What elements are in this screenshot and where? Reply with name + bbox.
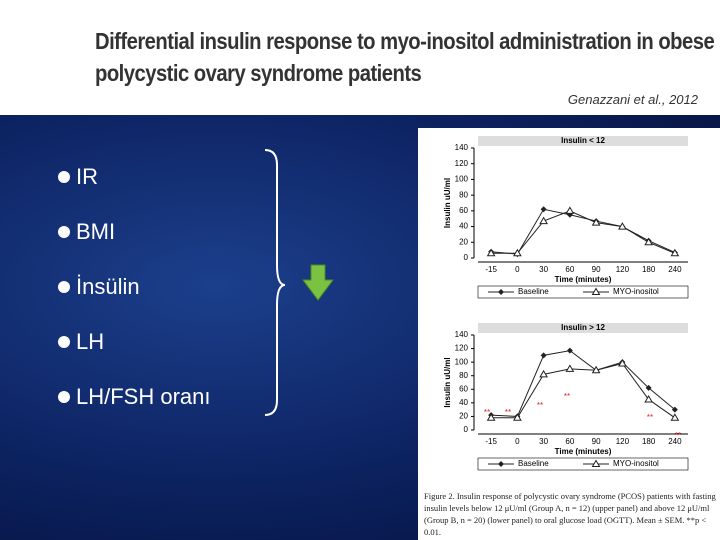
chart-title: Insulin < 12 bbox=[561, 136, 605, 145]
legend-box bbox=[477, 285, 689, 299]
x-tick-label: 240 bbox=[668, 265, 682, 274]
x-tick-label: 30 bbox=[539, 265, 548, 274]
figure-caption: Figure 2. Insulin response of polycystic… bbox=[424, 491, 716, 537]
x-tick-label: 120 bbox=[616, 265, 630, 274]
series-line bbox=[491, 208, 676, 255]
point bbox=[645, 384, 652, 391]
x-tick-label: 180 bbox=[642, 437, 656, 446]
point bbox=[671, 406, 678, 413]
point bbox=[670, 248, 680, 257]
point bbox=[498, 461, 504, 467]
annotation: ** bbox=[647, 413, 653, 422]
point bbox=[618, 359, 627, 367]
point bbox=[566, 347, 573, 354]
citation: Genazzani et al., 2012 bbox=[567, 92, 698, 107]
point bbox=[540, 206, 547, 213]
point bbox=[644, 394, 653, 403]
annotation: ** bbox=[505, 408, 511, 417]
point bbox=[486, 413, 496, 421]
bracket bbox=[264, 149, 286, 416]
slide-title: Differential insulin response to myo-ino… bbox=[95, 28, 715, 54]
y-tick-label: 140 bbox=[455, 143, 469, 152]
y-tick-label: 100 bbox=[455, 175, 469, 184]
y-axis-label: Insulin uU/ml bbox=[443, 178, 452, 228]
point bbox=[498, 289, 504, 295]
point bbox=[540, 352, 547, 359]
x-tick-label: -15 bbox=[485, 437, 497, 446]
x-tick-label: 120 bbox=[616, 437, 630, 446]
y-tick-label: 60 bbox=[459, 384, 468, 393]
x-tick-label: 0 bbox=[515, 265, 520, 274]
point bbox=[513, 413, 522, 421]
bullet: LH/FSH oranı bbox=[58, 384, 211, 410]
y-tick-label: 140 bbox=[455, 330, 469, 339]
figure-panel bbox=[418, 128, 720, 540]
annotation: ** bbox=[537, 401, 543, 410]
y-tick-label: 60 bbox=[459, 206, 468, 215]
bullet: IR bbox=[58, 164, 98, 190]
point bbox=[591, 218, 601, 226]
bullet: İnsülin bbox=[58, 274, 140, 300]
slide-title: polycystic ovary syndrome patients bbox=[95, 60, 422, 86]
x-tick-label: 30 bbox=[539, 437, 548, 446]
annotation: ** bbox=[564, 392, 570, 401]
point bbox=[539, 369, 548, 378]
series-line bbox=[491, 350, 676, 417]
point bbox=[486, 248, 496, 257]
point bbox=[591, 287, 601, 295]
bullet: LH bbox=[58, 329, 104, 355]
bullet: BMI bbox=[58, 219, 115, 245]
y-tick-label: 100 bbox=[455, 357, 469, 366]
x-tick-label: -15 bbox=[485, 265, 497, 274]
point bbox=[565, 206, 575, 214]
x-tick-label: 60 bbox=[565, 437, 574, 446]
title-band bbox=[478, 323, 688, 333]
y-tick-label: 20 bbox=[459, 412, 468, 421]
x-tick-label: 90 bbox=[592, 265, 601, 274]
x-tick-label: 240 bbox=[668, 437, 682, 446]
legend-label: MYO-inositol bbox=[613, 459, 659, 468]
point bbox=[539, 216, 548, 225]
series-line bbox=[491, 210, 676, 254]
x-tick-label: 60 bbox=[565, 265, 574, 274]
annotation: ** bbox=[484, 408, 490, 417]
down-arrow bbox=[302, 264, 334, 301]
y-tick-label: 0 bbox=[464, 425, 469, 434]
point bbox=[618, 222, 627, 230]
point bbox=[591, 365, 601, 374]
y-tick-label: 40 bbox=[459, 398, 468, 407]
series-line bbox=[491, 362, 676, 419]
x-tick-label: 180 bbox=[642, 265, 656, 274]
point bbox=[565, 364, 575, 372]
chart-title: Insulin > 12 bbox=[561, 323, 605, 332]
y-tick-label: 120 bbox=[455, 159, 469, 168]
y-axis-label: Insulin uU/ml bbox=[443, 357, 452, 407]
legend-label: Baseline bbox=[518, 287, 549, 296]
bracket-arrow bbox=[264, 149, 334, 416]
annotation: ** bbox=[675, 431, 681, 440]
point bbox=[513, 248, 522, 257]
legend-label: Baseline bbox=[518, 459, 549, 468]
x-tick-label: 90 bbox=[592, 437, 601, 446]
point bbox=[591, 459, 601, 467]
y-tick-label: 40 bbox=[459, 222, 468, 231]
title-band bbox=[478, 136, 688, 146]
y-tick-label: 80 bbox=[459, 190, 468, 199]
legend-box bbox=[477, 457, 689, 471]
legend-label: MYO-inositol bbox=[613, 287, 659, 296]
y-tick-label: 20 bbox=[459, 237, 468, 246]
y-tick-label: 80 bbox=[459, 371, 468, 380]
y-tick-label: 120 bbox=[455, 344, 469, 353]
point bbox=[670, 413, 680, 421]
x-tick-label: 0 bbox=[515, 437, 520, 446]
point bbox=[644, 237, 653, 246]
x-axis-label: Time (minutes) bbox=[555, 447, 612, 456]
x-axis-label: Time (minutes) bbox=[555, 275, 612, 284]
y-tick-label: 0 bbox=[464, 253, 469, 262]
